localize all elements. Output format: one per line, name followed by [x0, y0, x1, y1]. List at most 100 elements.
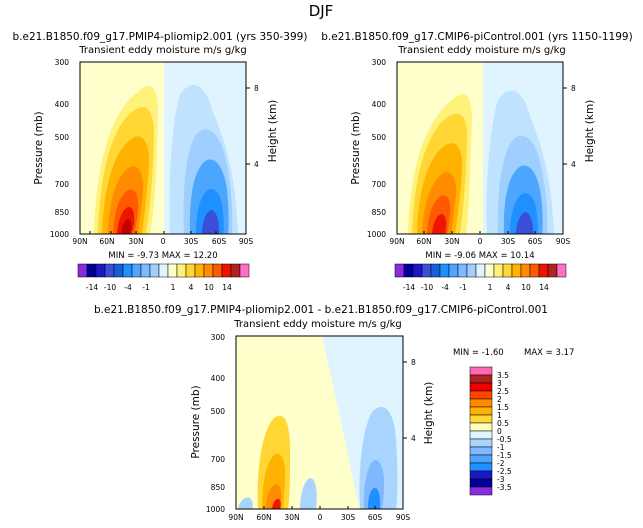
panel-3-xtick: 30N: [284, 513, 299, 522]
panel-2-ytick: 500: [372, 133, 387, 142]
panel-2-xtick: 30S: [501, 237, 516, 246]
panel-3-subtitle: Transient eddy moisture m/s g/kg: [233, 319, 401, 330]
panel-2-subtitle: Transient eddy moisture m/s g/kg: [397, 45, 565, 56]
panel-3-cbar-label: -2.5: [497, 467, 512, 476]
panel-3-ytick: 850: [211, 483, 226, 492]
panel-1-ytick: 850: [55, 208, 70, 217]
panel-2-cbar-label: 14: [539, 283, 549, 292]
panel-3-xtick: 0: [318, 513, 323, 522]
panel-1-cbar-label: -1: [142, 283, 150, 292]
panel-3-cbar-label: -3: [497, 475, 505, 484]
panel-1-xtick: 60S: [212, 237, 227, 246]
panel-3-y2tick: 4: [411, 434, 416, 443]
panel-3-xtick: 60S: [368, 513, 383, 522]
panel-2-y2tick: 8: [571, 84, 576, 93]
panel-2-xtick: 30N: [444, 237, 459, 246]
panel-3-stats-min: MIN = -1.60: [453, 348, 504, 358]
panel-2-xtick: 90N: [389, 237, 404, 246]
panel-3-cbar-label: 3: [497, 379, 502, 388]
panel-3-xtick: 30S: [341, 513, 356, 522]
panel-3-plot: [235, 335, 404, 510]
panel-3-neg-4: [300, 478, 317, 509]
panel-3: b.e21.B1850.f09_g17.PMIP4-pliomip2.001 -…: [94, 304, 574, 522]
panel-3-xtick: 60N: [256, 513, 271, 522]
panel-2-cbar-label: -1: [459, 283, 467, 292]
panel-3-cbar-label: 0: [497, 427, 502, 436]
panel-3-colorbar: 3.5 3 2.5 2 1.5 1 0.5 0 -0.5 -1 -1.5 -2 …: [469, 366, 512, 496]
panel-2-colorbar: -14 -10 -4 -1 1 4 10 14: [394, 263, 567, 292]
panel-3-pos-4: [272, 498, 281, 509]
panel-1-y2tick: 8: [254, 84, 259, 93]
panel-3-cbar-label: -3.5: [497, 483, 512, 492]
panel-2-ytick: 400: [372, 100, 387, 109]
panel-3-cbar-label: 0.5: [497, 419, 509, 428]
panel-1-title: b.e21.B1850.f09_g17.PMIP4-pliomip2.001 (…: [13, 31, 308, 43]
panel-1-xtick: 0: [161, 237, 166, 246]
panel-2-xtick: 90S: [556, 237, 571, 246]
panel-2-ytick: 300: [372, 58, 387, 67]
panel-1-cbar-label: -14: [86, 283, 98, 292]
panel-2-cool-5: [516, 212, 533, 234]
panel-1-cbar-label: -10: [104, 283, 116, 292]
panel-3-cbar-label: 1: [497, 411, 502, 420]
panel-1-ytick: 500: [55, 133, 70, 142]
panel-3-cbar-label: -2: [497, 459, 505, 468]
panel-1-cbar-label: 4: [189, 283, 194, 292]
panel-1-xtick: 60N: [99, 237, 114, 246]
panel-2-ytick: 1000: [367, 230, 386, 239]
panel-1-ylabel: Pressure (mb): [33, 111, 45, 184]
panel-2-cbar-label: -14: [403, 283, 415, 292]
panel-1-xtick: 90S: [239, 237, 254, 246]
panel-2: b.e21.B1850.f09_g17.CMIP6-piControl.001 …: [321, 31, 632, 292]
panel-3-ytick: 1000: [206, 505, 225, 514]
panel-1-cbar-label: 1: [171, 283, 176, 292]
panel-2-warm-6: [432, 214, 447, 234]
panel-1-cbar-label: -4: [124, 283, 132, 292]
panel-1-cbar-label: 10: [204, 283, 214, 292]
panel-2-ytick: 700: [372, 180, 387, 189]
panel-3-neg-3: [368, 487, 380, 509]
panel-3-cbar-label: -1: [497, 443, 505, 452]
panel-2-xtick: 60N: [416, 237, 431, 246]
panel-2-cbar-label: 10: [521, 283, 531, 292]
panel-2-stats: MIN = -9.06 MAX = 10.14: [425, 251, 534, 261]
panel-2-cbar-label: 4: [506, 283, 511, 292]
panel-1-ytick: 400: [55, 100, 70, 109]
panel-2-ytick: 850: [372, 208, 387, 217]
panel-1-ytick: 300: [55, 58, 70, 67]
panel-2-cbar-label: -4: [441, 283, 449, 292]
panel-1-y2tick: 4: [254, 160, 259, 169]
panel-3-title: b.e21.B1850.f09_g17.PMIP4-pliomip2.001 -…: [94, 304, 548, 316]
panel-2-title: b.e21.B1850.f09_g17.CMIP6-piControl.001 …: [321, 31, 632, 43]
panel-1-xtick: 30S: [184, 237, 199, 246]
panel-3-xtick: 90N: [228, 513, 243, 522]
panel-2-xtick: 60S: [528, 237, 543, 246]
panel-1-xtick: 90N: [72, 237, 87, 246]
panel-1-plot: [79, 61, 247, 235]
panel-3-ytick: 300: [211, 333, 226, 342]
panel-2-axes: 90N 60N 30N 0 30S 60S 90S 300 400 500 70…: [350, 58, 596, 261]
panel-1-y2label: Height (km): [267, 100, 279, 163]
panel-3-cbar-label: 2: [497, 395, 502, 404]
panel-2-plot: [396, 61, 564, 235]
panel-1-subtitle: Transient eddy moisture m/s g/kg: [78, 45, 246, 56]
panel-3-cbar-label: 1.5: [497, 403, 509, 412]
panel-3-cbar-label: 3.5: [497, 371, 509, 380]
panel-1-frame: [79, 61, 247, 235]
panel-1-colorbar: -14 -10 -4 -1 1 4 10 14: [77, 263, 250, 292]
panel-2-cbar-label: -10: [421, 283, 433, 292]
panel-3-axes: 90N 60N 30N 0 30S 60S 90S 300 400 500 70…: [190, 333, 574, 522]
panel-1: b.e21.B1850.f09_g17.PMIP4-pliomip2.001 (…: [13, 31, 308, 292]
panel-3-neg-5: [238, 497, 253, 509]
panel-1-stats: MIN = -9.73 MAX = 12.20: [108, 251, 217, 261]
panel-2-xtick: 0: [478, 237, 483, 246]
panel-3-ytick: 700: [211, 455, 226, 464]
panel-3-ylabel: Pressure (mb): [190, 385, 202, 458]
panel-3-stats-max: MAX = 3.17: [524, 348, 574, 358]
panel-3-y2tick: 8: [411, 358, 416, 367]
panel-1-xtick: 30N: [128, 237, 143, 246]
panel-2-y2label: Height (km): [584, 100, 596, 163]
panel-3-cbar-label: -1.5: [497, 451, 512, 460]
panel-1-warm-7: [121, 219, 132, 234]
